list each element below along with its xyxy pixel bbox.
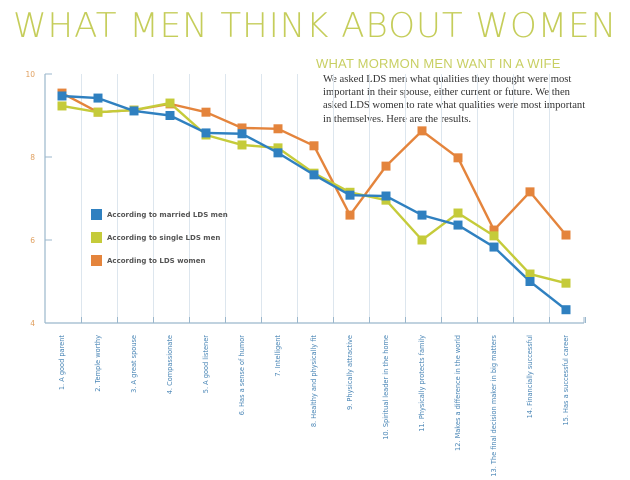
legend-swatch-married <box>91 209 102 220</box>
data-point-women <box>345 210 355 220</box>
data-point-married <box>57 91 67 101</box>
data-point-married <box>453 220 463 230</box>
series-lines <box>61 92 567 311</box>
legend: According to married LDS men According t… <box>91 203 228 272</box>
legend-item-women: According to LDS women <box>91 249 228 272</box>
x-category-label: 3. A great spouse <box>130 335 138 393</box>
data-point-single <box>165 98 175 108</box>
data-point-married <box>237 129 247 139</box>
x-category-label: 8. Healthy and physically fit <box>310 335 318 428</box>
data-point-single <box>273 143 283 153</box>
data-point-women <box>381 161 391 171</box>
data-point-single <box>561 278 571 288</box>
y-tick-label: 4 <box>30 319 35 328</box>
x-category-label: 13. The final decision maker in big matt… <box>490 334 498 476</box>
data-point-single <box>57 101 67 111</box>
axes <box>44 73 586 324</box>
x-category-label: 9. Physically attractive <box>346 335 354 410</box>
data-point-women <box>453 153 463 163</box>
series-markers <box>57 88 571 315</box>
data-point-married <box>525 277 535 286</box>
data-point-married <box>165 111 175 120</box>
data-point-married <box>489 242 499 252</box>
y-tick-label: 6 <box>30 236 35 245</box>
data-point-single <box>417 235 427 245</box>
data-point-women <box>489 225 499 235</box>
x-category-label: 14. Financially successful <box>526 335 534 419</box>
x-category-label: 10. Spiritual leader in the home <box>382 335 390 440</box>
legend-item-married: According to married LDS men <box>91 203 228 226</box>
x-category-label: 11. Physically protects family <box>418 335 426 432</box>
legend-swatch-single <box>91 232 102 243</box>
data-point-women <box>273 124 283 134</box>
legend-swatch-women <box>91 255 102 266</box>
y-tick-label: 10 <box>25 70 35 79</box>
data-point-married <box>561 305 571 315</box>
chart-subtitle: WHAT MORMON MEN WANT IN A WIFE <box>316 56 561 71</box>
data-point-married <box>201 128 211 138</box>
data-point-single <box>93 107 103 117</box>
x-category-label: 15. Has a successful career <box>562 335 570 426</box>
data-point-married <box>273 148 283 158</box>
x-category-label: 1. A good parent <box>58 335 66 391</box>
data-point-single <box>237 140 247 150</box>
data-point-women <box>237 123 247 133</box>
data-point-single <box>525 269 535 279</box>
legend-label-single: According to single LDS men <box>107 233 221 242</box>
data-point-single <box>453 208 463 218</box>
y-tick-label: 8 <box>30 153 35 162</box>
x-category-label: 7. Intelligent <box>274 335 282 377</box>
data-point-women <box>525 187 535 197</box>
data-point-married <box>345 190 355 200</box>
data-point-women <box>561 230 571 240</box>
data-point-married <box>417 210 427 220</box>
legend-item-single: According to single LDS men <box>91 226 228 249</box>
page-title: WHAT MEN THINK ABOUT WOMEN <box>12 6 618 46</box>
data-point-women <box>201 107 211 117</box>
data-point-single <box>489 231 499 241</box>
x-category-label: 6. Has a sense of humor <box>238 335 246 416</box>
legend-label-married: According to married LDS men <box>107 210 228 219</box>
x-category-label: 4. Compassionate <box>166 335 174 394</box>
data-point-women <box>309 141 319 151</box>
x-category-label: 2. Temple worthy <box>94 335 102 392</box>
data-point-married <box>309 170 319 180</box>
intro-paragraph: We asked LDS men what qualities they tho… <box>323 74 586 125</box>
legend-label-women: According to LDS women <box>107 256 206 265</box>
data-point-women <box>417 126 427 136</box>
x-category-label: 12. Makes a difference in the world <box>454 335 462 451</box>
data-point-married <box>381 191 391 201</box>
data-point-married <box>129 106 139 116</box>
y-tick-labels: 4 6 8 10 <box>25 70 35 328</box>
data-point-married <box>93 93 103 103</box>
x-category-labels: 1. A good parent 2. Temple worthy 3. A gre… <box>58 334 570 476</box>
x-category-label: 5. A good listener <box>202 335 210 394</box>
